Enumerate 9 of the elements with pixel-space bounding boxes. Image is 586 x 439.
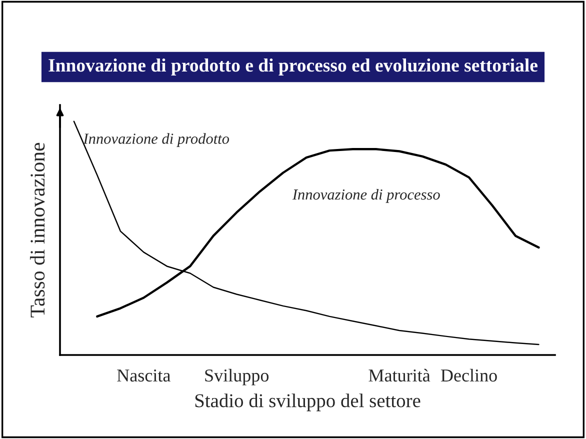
x-tick-label: Sviluppo [205,368,269,386]
x-axis-title: Stadio di sviluppo del settore [195,394,420,412]
x-tick-label: Maturità [368,368,430,382]
series-label: Innovazione di prodotto [83,133,230,147]
x-tick-label: Nascita [117,369,170,382]
chart-title: Innovazione di prodotto e di processo ed evoluzione settoriale [48,58,538,76]
y-axis-title: Tasso di innovazione [30,142,45,318]
x-tick-label: Declino [440,368,497,382]
series-label: Innovazione di processo [292,188,440,203]
